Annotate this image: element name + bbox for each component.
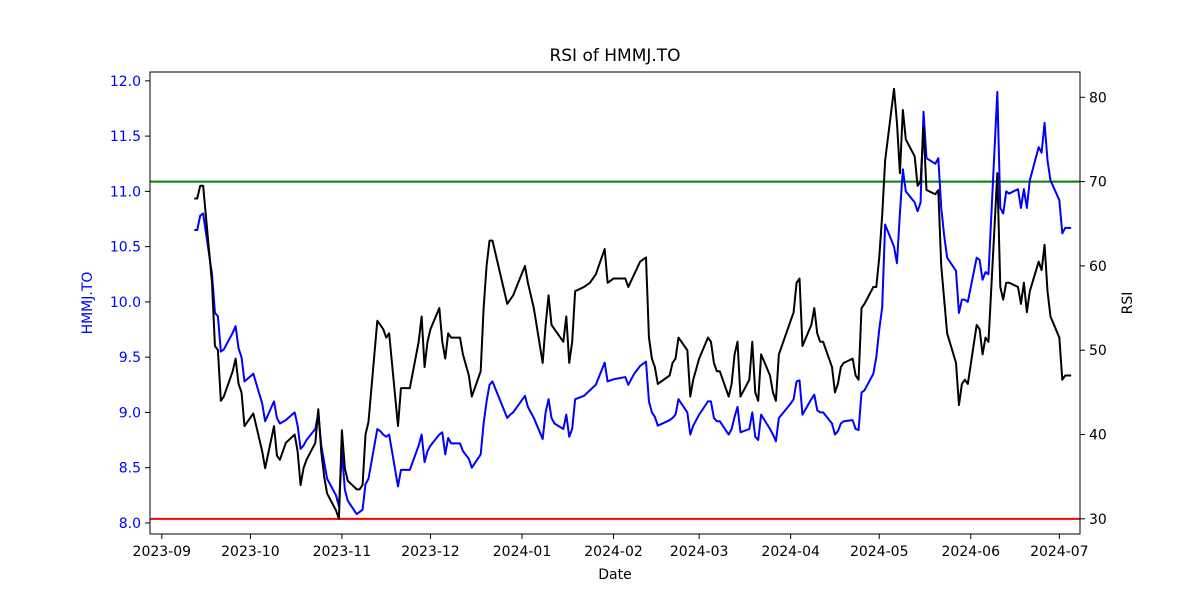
right-tick-label: 30 <box>1089 512 1107 528</box>
x-tick-label: 2024-07 <box>1030 544 1089 560</box>
right-axis: 30 40 50 60 70 80 <box>1080 90 1107 528</box>
x-axis-label: Date <box>598 567 631 583</box>
x-tick-label: 2023-09 <box>133 544 192 560</box>
x-axis: 2023-09 2023-10 2023-11 2023-12 2024-01 2024-… <box>133 534 1089 560</box>
x-tick-label: 2024-06 <box>942 544 1001 560</box>
x-tick-label: 2024-04 <box>761 544 820 560</box>
left-axis: 8.0 8.5 9.0 9.5 10.0 10.5 11.0 11.5 12.0 <box>110 74 150 532</box>
left-tick-label: 8.0 <box>119 516 141 532</box>
left-tick-label: 9.0 <box>119 405 141 421</box>
series-lines <box>194 87 1072 520</box>
right-tick-label: 70 <box>1089 175 1107 191</box>
left-tick-label: 9.5 <box>119 350 141 366</box>
x-tick-label: 2024-03 <box>670 544 729 560</box>
left-tick-label: 10.5 <box>110 240 141 256</box>
series-line-1-right <box>194 87 1072 520</box>
x-tick-label: 2023-12 <box>401 544 460 560</box>
right-tick-label: 60 <box>1089 259 1107 275</box>
left-tick-label: 12.0 <box>110 74 141 90</box>
x-tick-label: 2024-02 <box>584 544 643 560</box>
right-tick-label: 40 <box>1089 428 1107 444</box>
right-tick-label: 80 <box>1089 90 1107 106</box>
reference-lines <box>150 180 1080 520</box>
left-tick-label: 11.0 <box>110 184 141 200</box>
left-tick-label: 8.5 <box>119 461 141 477</box>
left-tick-label: 11.5 <box>110 129 141 145</box>
x-tick-label: 2024-05 <box>850 544 909 560</box>
right-axis-label: RSI <box>1120 292 1136 315</box>
left-axis-label: HMMJ.TO <box>80 272 96 335</box>
x-tick-label: 2024-01 <box>493 544 552 560</box>
x-tick-label: 2023-11 <box>313 544 372 560</box>
left-tick-label: 10.0 <box>110 295 141 311</box>
plot-frame <box>149 71 1081 535</box>
right-tick-label: 50 <box>1089 343 1107 359</box>
x-tick-label: 2023-10 <box>221 544 280 560</box>
chart-title: RSI of HMMJ.TO <box>549 46 680 66</box>
